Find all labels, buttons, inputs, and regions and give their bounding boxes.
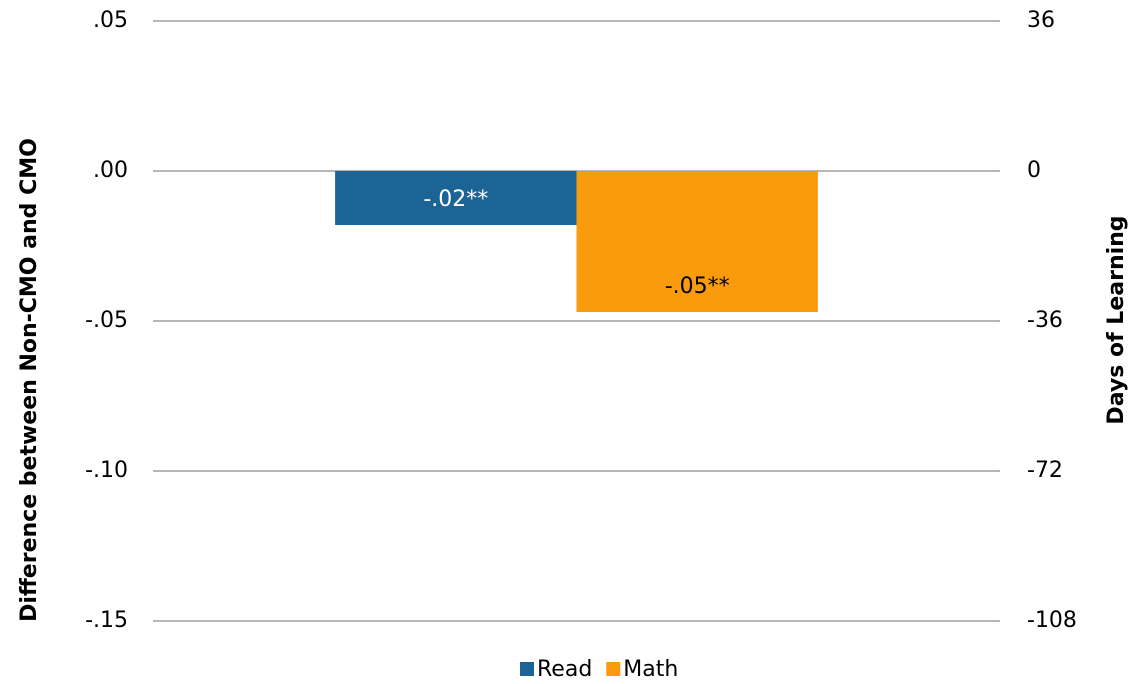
y2-tick-label: -36 bbox=[1027, 308, 1063, 333]
y-tick-label: -.10 bbox=[85, 458, 128, 483]
y2-tick-label: 0 bbox=[1027, 158, 1041, 183]
y-tick-label: -.15 bbox=[85, 608, 128, 633]
legend-swatch bbox=[520, 662, 534, 676]
data-label: -.02** bbox=[423, 187, 488, 212]
legend-label: Math bbox=[623, 657, 678, 682]
y2-tick-label: -108 bbox=[1027, 608, 1077, 633]
y-tick-label: .05 bbox=[93, 8, 128, 33]
y-tick-label: -.05 bbox=[85, 308, 128, 333]
bar bbox=[576, 171, 818, 312]
data-label: -.05** bbox=[665, 274, 730, 299]
y2-axis-title: Days of Learning bbox=[1104, 215, 1129, 424]
y2-tick-label: -72 bbox=[1027, 458, 1063, 483]
y-axis-title: Difference between Non-CMO and CMO bbox=[17, 138, 42, 622]
legend-swatch bbox=[606, 662, 621, 676]
y-tick-label: .00 bbox=[93, 158, 128, 183]
legend-label: Read bbox=[537, 657, 592, 682]
bar bbox=[335, 171, 577, 225]
y2-tick-label: 36 bbox=[1027, 8, 1055, 33]
